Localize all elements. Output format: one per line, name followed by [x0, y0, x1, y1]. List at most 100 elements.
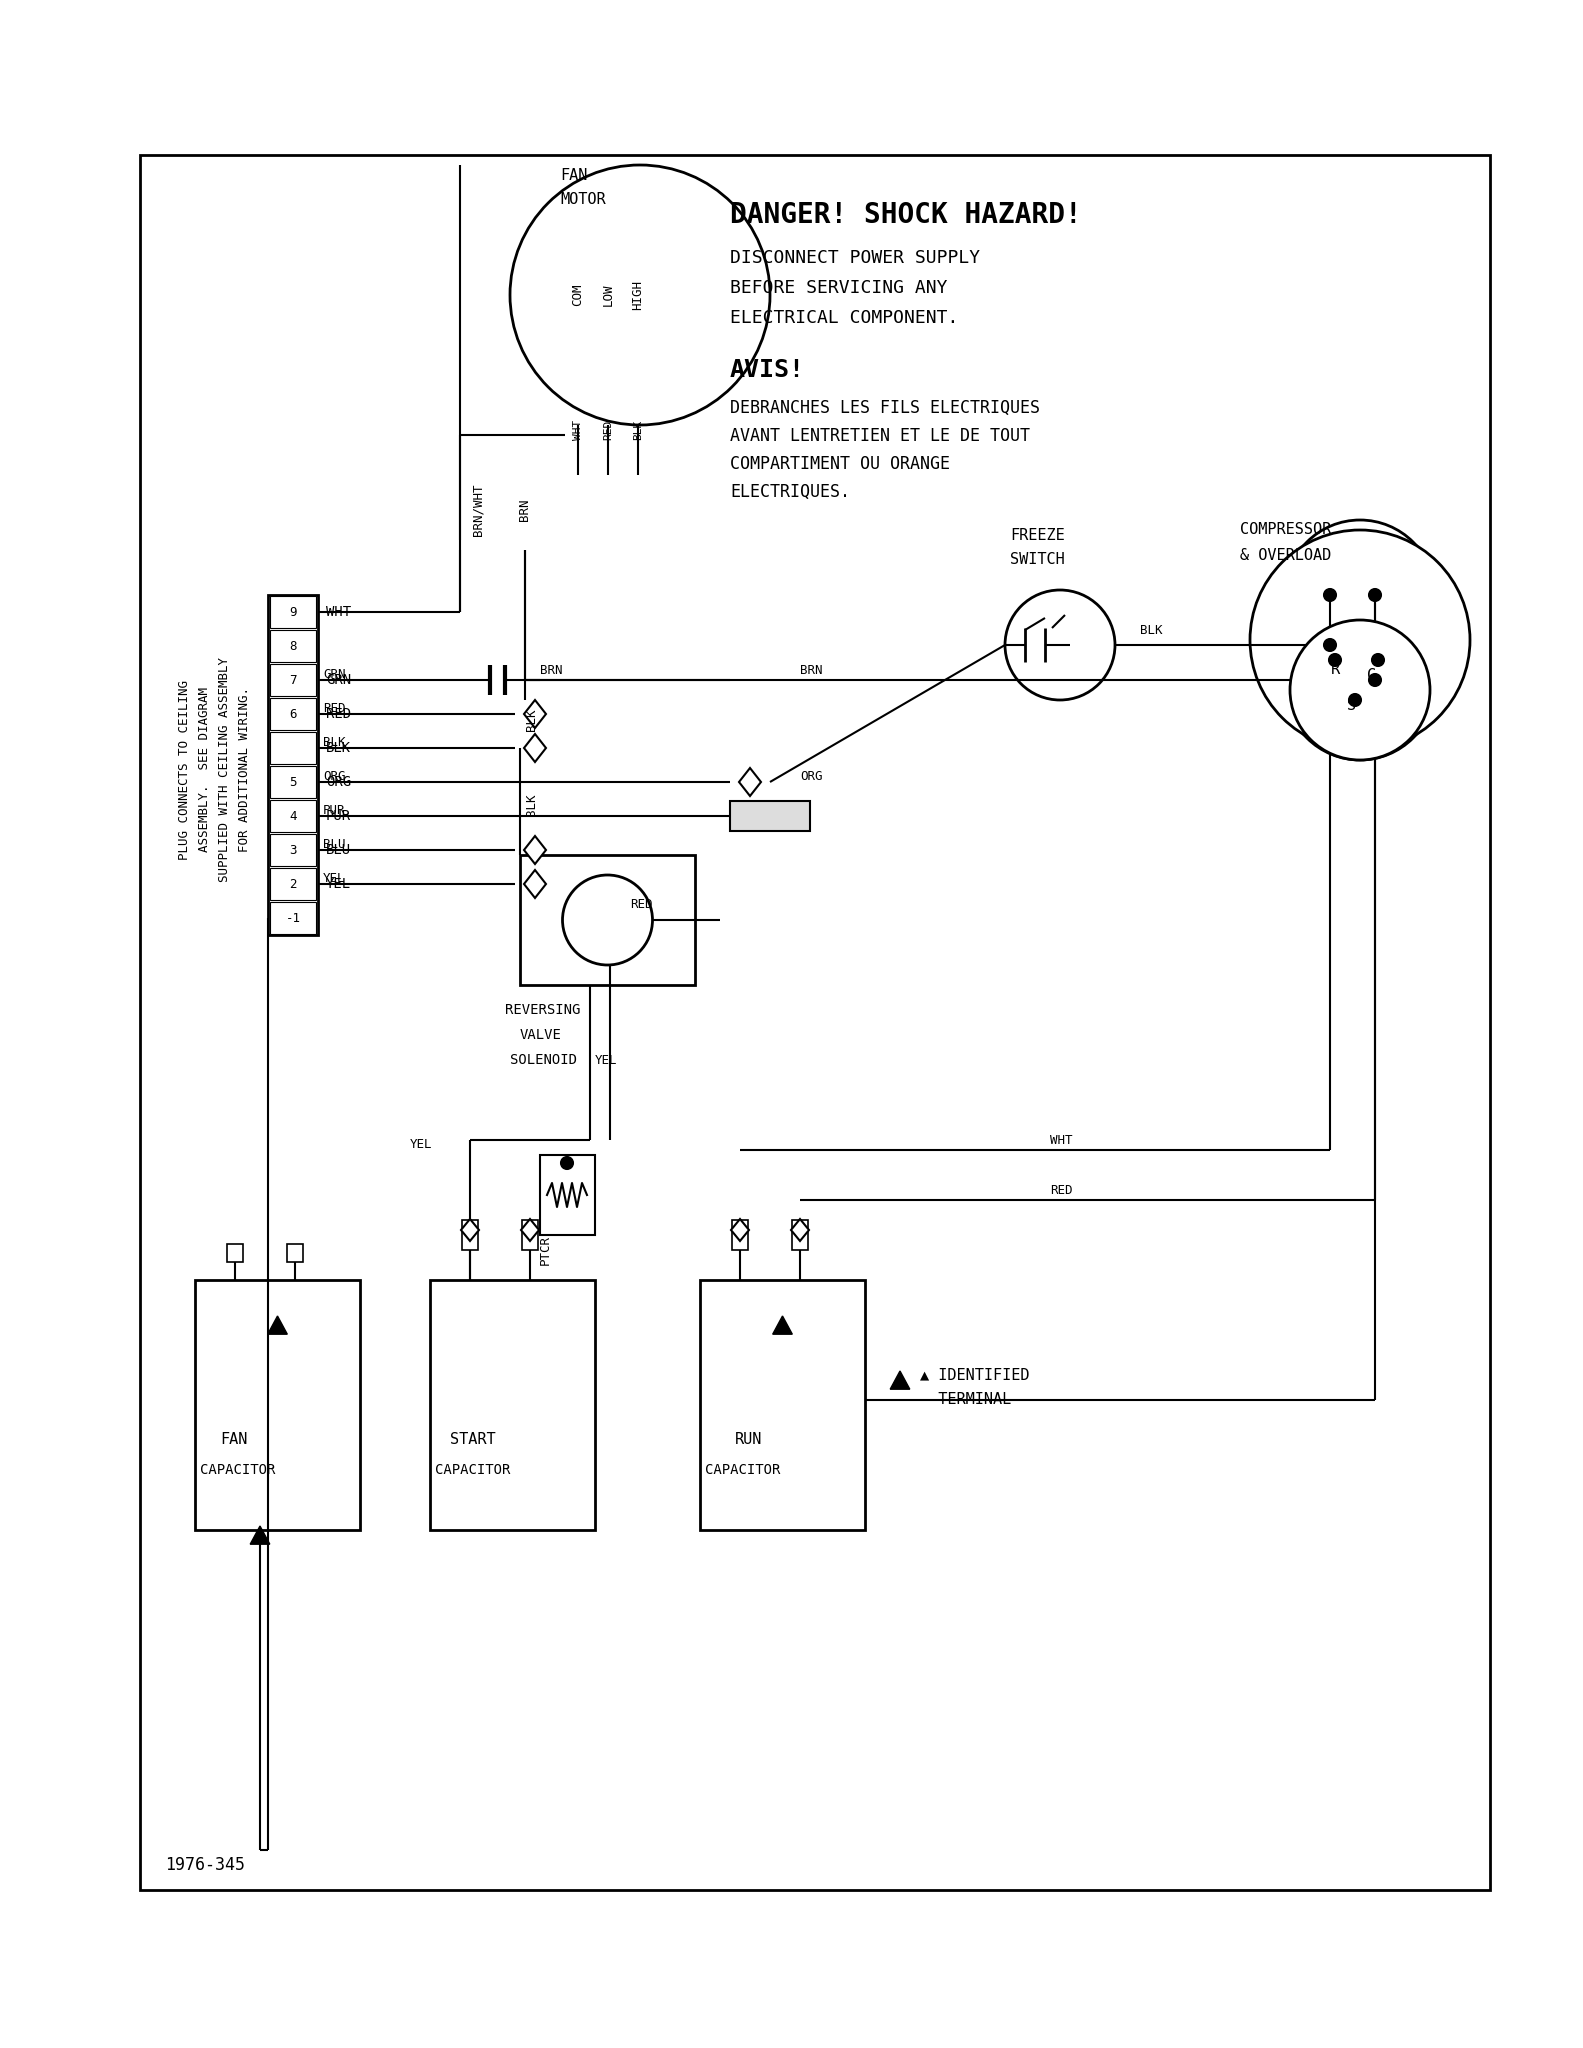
Text: 2: 2: [290, 877, 296, 891]
Text: BLK: BLK: [1140, 623, 1162, 637]
Text: WHT: WHT: [573, 420, 583, 440]
Text: HIGH: HIGH: [632, 281, 644, 309]
Bar: [271, 901, 317, 934]
Text: 9: 9: [290, 606, 296, 618]
Text: BLK: BLK: [526, 709, 538, 731]
Text: RED: RED: [326, 707, 351, 721]
Polygon shape: [890, 1370, 910, 1389]
Circle shape: [1251, 530, 1471, 750]
Text: ORG: ORG: [799, 770, 823, 784]
Text: FAN: FAN: [220, 1432, 247, 1448]
Text: 3: 3: [290, 844, 296, 856]
Circle shape: [1349, 694, 1361, 707]
Bar: [519, 854, 695, 985]
Text: ORG: ORG: [323, 770, 345, 784]
Text: 7: 7: [290, 674, 296, 686]
Text: R: R: [1330, 662, 1339, 678]
Text: CAPACITOR: CAPACITOR: [199, 1462, 275, 1477]
Text: 6: 6: [290, 707, 296, 721]
Polygon shape: [524, 733, 546, 762]
Text: PTCR: PTCR: [538, 1235, 551, 1266]
Circle shape: [1285, 610, 1436, 760]
Circle shape: [1330, 653, 1341, 666]
Text: MOTOR: MOTOR: [560, 193, 606, 207]
Circle shape: [560, 1157, 573, 1169]
Bar: [226, 1243, 244, 1262]
Text: COMPRESSOR: COMPRESSOR: [1239, 522, 1331, 537]
Text: START: START: [450, 1432, 495, 1448]
Text: FAN: FAN: [560, 168, 587, 182]
Text: PLUG CONNECTS TO CEILING: PLUG CONNECTS TO CEILING: [179, 680, 192, 860]
Text: SOLENOID: SOLENOID: [510, 1053, 576, 1067]
Bar: [462, 1221, 478, 1249]
Bar: [271, 664, 317, 696]
Text: 5: 5: [290, 776, 296, 788]
Text: GRN: GRN: [323, 668, 345, 682]
Bar: [195, 1280, 359, 1530]
Text: ELECTRICAL COMPONENT.: ELECTRICAL COMPONENT.: [730, 309, 958, 328]
Bar: [271, 766, 317, 799]
Bar: [271, 801, 317, 831]
Text: CAPACITOR: CAPACITOR: [704, 1462, 780, 1477]
Text: AVANT LENTRETIEN ET LE DE TOUT: AVANT LENTRETIEN ET LE DE TOUT: [730, 426, 1031, 444]
Text: AVIS!: AVIS!: [730, 358, 806, 383]
Circle shape: [1005, 590, 1114, 700]
Circle shape: [1323, 590, 1336, 600]
Text: BRN: BRN: [540, 664, 562, 676]
Bar: [700, 1280, 864, 1530]
Text: YEL: YEL: [595, 1053, 617, 1067]
Bar: [271, 698, 317, 729]
Text: FOR ADDITIONAL WIRING.: FOR ADDITIONAL WIRING.: [239, 688, 252, 852]
Text: SUPPLIED WITH CEILING ASSEMBLY: SUPPLIED WITH CEILING ASSEMBLY: [218, 657, 231, 883]
Text: PUR: PUR: [326, 809, 351, 823]
Text: COMPARTIMENT OU ORANGE: COMPARTIMENT OU ORANGE: [730, 455, 950, 473]
Bar: [271, 731, 317, 764]
Circle shape: [1290, 621, 1429, 760]
Polygon shape: [524, 700, 546, 727]
Polygon shape: [250, 1526, 269, 1544]
Bar: [271, 631, 317, 662]
Polygon shape: [461, 1219, 480, 1241]
Polygon shape: [268, 1317, 287, 1333]
Circle shape: [1369, 674, 1380, 686]
Bar: [731, 1221, 749, 1249]
Bar: [139, 156, 1490, 1890]
Bar: [271, 596, 317, 629]
Circle shape: [1323, 639, 1336, 651]
Bar: [271, 868, 317, 899]
Text: YEL: YEL: [410, 1139, 432, 1151]
Text: BLK: BLK: [326, 741, 351, 756]
Bar: [730, 801, 810, 831]
Text: DEBRANCHES LES FILS ELECTRIQUES: DEBRANCHES LES FILS ELECTRIQUES: [730, 399, 1040, 418]
Text: ORG: ORG: [326, 774, 351, 788]
Polygon shape: [521, 1219, 538, 1241]
Bar: [268, 596, 318, 936]
Text: YEL: YEL: [323, 872, 345, 885]
Bar: [287, 1243, 302, 1262]
Text: BRN: BRN: [519, 500, 532, 522]
Text: & OVERLOAD: & OVERLOAD: [1239, 547, 1331, 563]
Text: VALVE: VALVE: [519, 1028, 562, 1042]
Text: DANGER! SHOCK HAZARD!: DANGER! SHOCK HAZARD!: [730, 201, 1081, 229]
Text: RED: RED: [1050, 1184, 1073, 1196]
Text: RED: RED: [630, 899, 652, 911]
Text: RED: RED: [603, 420, 613, 440]
Text: RUN: RUN: [735, 1432, 763, 1448]
Circle shape: [562, 874, 652, 965]
Circle shape: [510, 166, 769, 426]
Text: GRN: GRN: [326, 674, 351, 686]
Polygon shape: [524, 836, 546, 864]
Circle shape: [1372, 653, 1384, 666]
Text: ELECTRIQUES.: ELECTRIQUES.: [730, 483, 850, 502]
Text: REVERSING: REVERSING: [505, 1004, 581, 1018]
Text: SWITCH: SWITCH: [1010, 553, 1065, 567]
Text: 8: 8: [290, 639, 296, 653]
Circle shape: [1369, 590, 1380, 600]
Text: C: C: [1368, 668, 1377, 682]
Text: BLK: BLK: [633, 420, 643, 440]
Circle shape: [1285, 520, 1436, 670]
Polygon shape: [773, 1317, 793, 1333]
Polygon shape: [524, 870, 546, 897]
Bar: [431, 1280, 595, 1530]
Text: ASSEMBLY.  SEE DIAGRAM: ASSEMBLY. SEE DIAGRAM: [198, 688, 212, 852]
